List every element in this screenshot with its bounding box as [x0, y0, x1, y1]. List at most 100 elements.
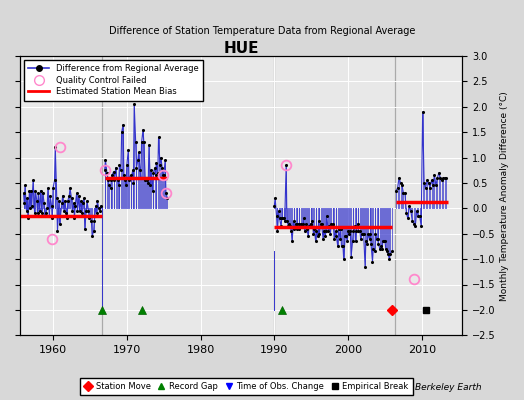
Point: [56, 220, 64, 227]
Point: [310, 226, 319, 232]
Point: [53, 228, 62, 234]
Point: [148, 187, 157, 194]
Point: [442, 175, 451, 181]
Text: Difference of Station Temperature Data from Regional Average: Difference of Station Temperature Data f…: [109, 26, 415, 36]
Point: [52, 195, 61, 201]
Point: [50, 177, 59, 184]
Point: [348, 238, 357, 244]
Point: [158, 164, 167, 171]
Point: [49, 185, 57, 191]
Point: [300, 228, 309, 234]
Point: [367, 241, 375, 247]
Point: [278, 215, 286, 222]
Point: [283, 218, 291, 224]
Point: [130, 101, 138, 108]
Point: [38, 210, 46, 217]
Point: [359, 230, 368, 237]
Point: [416, 213, 424, 219]
Point: [356, 236, 365, 242]
Point: [345, 230, 353, 237]
Point: [123, 162, 131, 168]
Point: [47, 202, 56, 209]
Point: [23, 208, 31, 214]
Point: [277, 223, 285, 229]
Point: [119, 121, 127, 128]
Point: [288, 238, 296, 244]
Point: [396, 180, 405, 186]
Point: [376, 243, 385, 250]
Point: [68, 208, 77, 214]
Point: [82, 208, 91, 214]
Point: [154, 170, 162, 176]
Point: [304, 233, 312, 240]
Point: [371, 230, 379, 237]
Y-axis label: Monthly Temperature Anomaly Difference (°C): Monthly Temperature Anomaly Difference (…: [500, 91, 509, 300]
Point: [156, 162, 164, 168]
Point: [115, 162, 124, 168]
Point: [290, 226, 299, 232]
Point: [115, 182, 123, 189]
Point: [104, 177, 113, 184]
Point: [270, 202, 279, 209]
Point: [92, 202, 100, 209]
Point: [429, 182, 437, 189]
Point: [321, 233, 330, 240]
Point: [87, 218, 95, 224]
Point: [435, 170, 443, 176]
Point: [361, 264, 369, 270]
Point: [81, 226, 89, 232]
Point: [159, 172, 167, 178]
Point: [23, 195, 31, 201]
Point: [421, 185, 430, 191]
Point: [395, 175, 403, 181]
Point: [354, 228, 363, 234]
Point: [294, 220, 303, 227]
Point: [436, 175, 444, 181]
Point: [106, 185, 115, 191]
Point: [271, 195, 279, 201]
Point: [273, 228, 281, 234]
Point: [323, 213, 331, 219]
Point: [58, 200, 66, 206]
Point: [314, 218, 323, 224]
Point: [137, 139, 146, 146]
Point: [349, 228, 357, 234]
Point: [334, 226, 343, 232]
Point: [401, 190, 409, 196]
Point: [24, 215, 32, 222]
Point: [275, 208, 283, 214]
Point: [374, 236, 382, 242]
Point: [67, 195, 75, 201]
Point: [45, 213, 53, 219]
Point: [60, 208, 68, 214]
Point: [347, 253, 355, 260]
Point: [329, 220, 337, 227]
Point: [424, 180, 433, 186]
Point: [299, 220, 308, 227]
Point: [29, 177, 37, 184]
Point: [40, 200, 48, 206]
Point: [101, 167, 109, 174]
Point: [298, 223, 306, 229]
Point: [337, 243, 346, 250]
Point: [75, 192, 83, 199]
Point: [152, 160, 160, 166]
Point: [73, 208, 82, 214]
Point: [381, 246, 390, 252]
Point: [379, 238, 387, 244]
Point: [411, 223, 420, 229]
Point: [403, 215, 412, 222]
Point: [147, 167, 155, 174]
Point: [320, 228, 328, 234]
Point: [285, 220, 293, 227]
Point: [352, 228, 361, 234]
Point: [79, 200, 87, 206]
Point: [344, 228, 352, 234]
Point: [368, 258, 377, 265]
Point: [97, 202, 105, 209]
Point: [363, 241, 372, 247]
Point: [318, 220, 326, 227]
Point: [128, 167, 137, 174]
Point: [300, 215, 308, 222]
Point: [132, 164, 140, 171]
